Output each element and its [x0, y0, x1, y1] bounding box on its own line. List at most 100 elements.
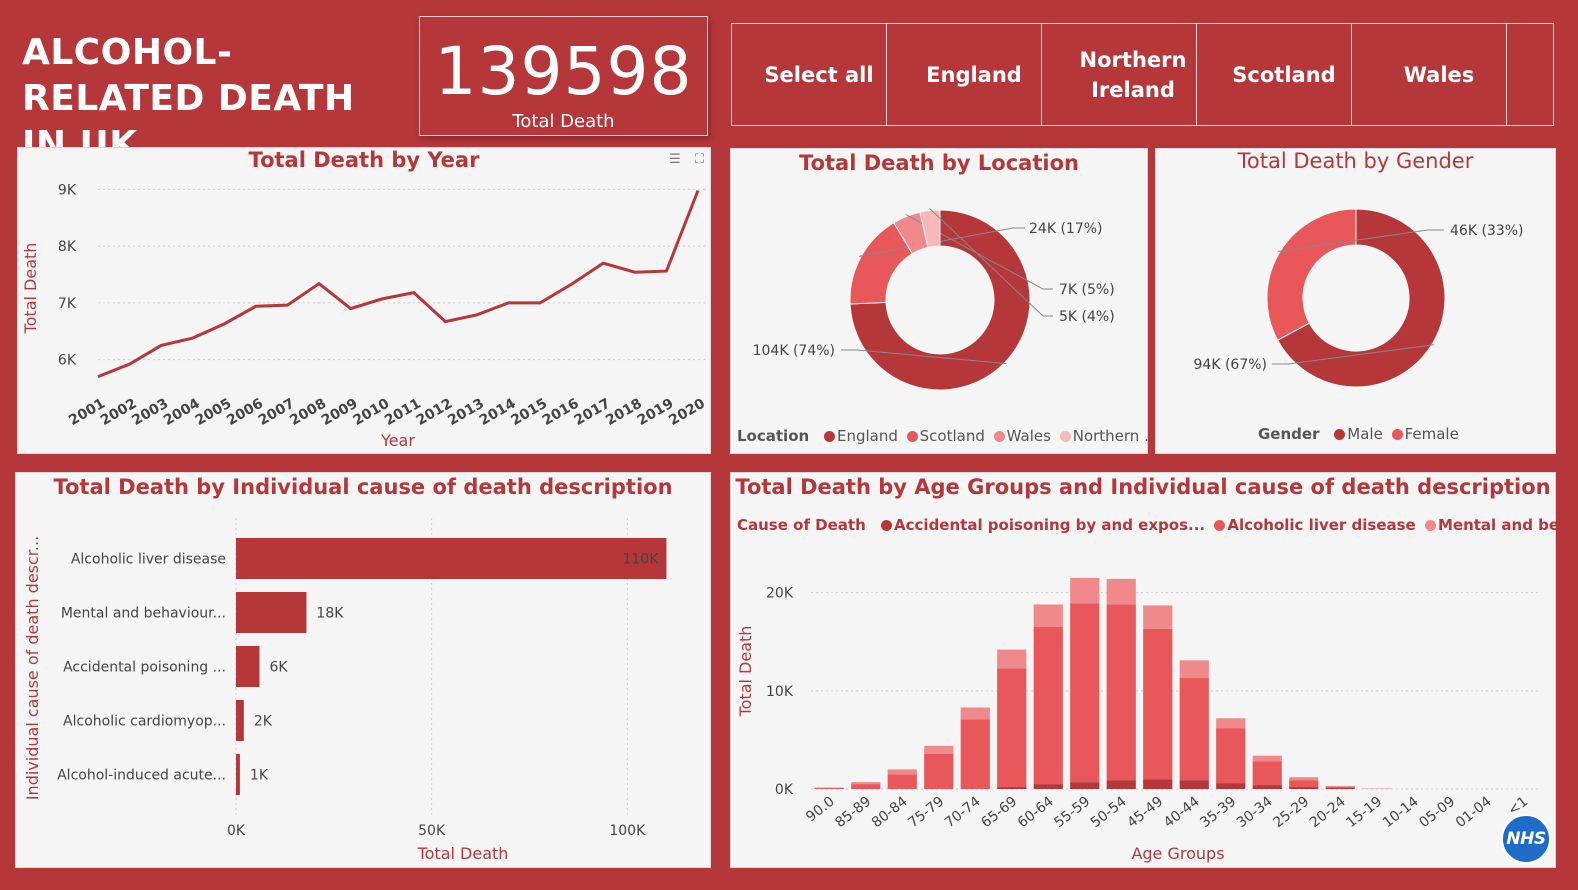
- y-tick-label: 0K: [775, 782, 794, 798]
- y-tick-label: 8K: [58, 239, 77, 255]
- y-axis-label: Total Death: [21, 243, 40, 335]
- bar-segment: [1033, 627, 1063, 785]
- kpi-card-total-death: 139598 Total Death: [419, 16, 708, 136]
- stacked-bar-chart-age: 0K 10K 20K 90.085-8980-8475-7970-7465-6960-…: [736, 577, 1541, 863]
- leader-line: [1272, 344, 1435, 365]
- y-tick-label: 20K: [766, 586, 794, 602]
- panel-death-by-age: Total Death by Age Groups and Individual…: [730, 472, 1578, 868]
- x-tick-label: 40-44: [1161, 793, 1203, 831]
- data-label: 46K (33%): [1450, 223, 1524, 239]
- bar-segment: [997, 787, 1027, 789]
- bar-segment: [1070, 577, 1100, 604]
- legend-item-northern-ireland[interactable]: Northern ...: [1072, 427, 1159, 445]
- x-tick-label: 70-74: [942, 793, 984, 831]
- bar-segment: [1070, 603, 1100, 783]
- y-tick-label: 6K: [58, 353, 77, 369]
- bar-segment: [851, 782, 881, 785]
- chart-title: Total Death by Age Groups and Individual…: [735, 475, 1551, 499]
- legend-item-mental[interactable]: Mental and behaviou...: [1437, 516, 1578, 534]
- panel-death-by-location: Total Death by Location 104K (74%) 24K (1…: [730, 148, 1158, 454]
- legend-title: Location: [737, 427, 810, 445]
- x-tick-label: 65-69: [978, 794, 1020, 832]
- data-label: 24K (17%): [1029, 221, 1103, 237]
- slicer-option-scotland[interactable]: Scotland: [1197, 24, 1352, 125]
- bar-segment: [1252, 755, 1282, 762]
- bar-segment: [1070, 782, 1100, 789]
- location-slicer: Select all England Northern Ireland Scot…: [731, 23, 1554, 126]
- x-axis-label: Total Death: [417, 844, 509, 863]
- x-tick-label: 05-09: [1416, 794, 1458, 832]
- legend-dot-northern-ireland: [1059, 431, 1071, 442]
- x-axis-label: Year: [380, 431, 415, 450]
- x-tick-label: 15-19: [1343, 794, 1385, 832]
- x-tick-label: 10-14: [1380, 793, 1422, 831]
- x-tick-label: 80-84: [869, 793, 911, 831]
- chart-title: Total Death by Individual cause of death…: [53, 475, 673, 499]
- legend-item-male[interactable]: Male: [1347, 425, 1383, 443]
- legend-dot-accidental: [881, 520, 893, 531]
- bar-segment: [1033, 604, 1063, 627]
- legend-item-wales[interactable]: Wales: [1006, 427, 1051, 445]
- legend-title: Cause of Death: [737, 516, 866, 534]
- slicer-option-northern-ireland[interactable]: Northern Ireland: [1042, 24, 1197, 125]
- panel-death-by-gender: Total Death by Gender 94K (67%) 46K (33%)…: [1155, 148, 1556, 454]
- bar-segment: [1143, 628, 1173, 780]
- legend-item-scotland[interactable]: Scotland: [919, 427, 985, 445]
- x-tick-label: 85-89: [832, 794, 874, 832]
- bar: [236, 700, 244, 741]
- chart-title: Total Death by Gender: [1237, 149, 1474, 173]
- data-label: 94K (67%): [1194, 357, 1268, 373]
- slicer-option-england[interactable]: England: [887, 24, 1042, 125]
- bar-segment: [1289, 787, 1319, 789]
- bar-segment: [1252, 785, 1282, 789]
- bar-segment: [997, 668, 1027, 788]
- slicer-option-select-all[interactable]: Select all: [732, 24, 887, 125]
- x-tick-label: 45-49: [1124, 794, 1166, 832]
- kpi-value: 139598: [434, 33, 693, 110]
- dashboard-title: ALCOHOL-RELATED DEATH IN UK: [22, 32, 355, 165]
- legend-dot-wales: [993, 431, 1005, 442]
- data-label: 110K: [623, 552, 660, 568]
- y-axis-label: Individual cause of death descr...: [23, 536, 42, 800]
- bar-segment: [924, 753, 954, 789]
- slicer-option-wales[interactable]: Wales: [1352, 24, 1507, 125]
- bar-segment: [1106, 604, 1136, 781]
- filter-icon[interactable]: ☰: [669, 152, 681, 167]
- bar: [236, 754, 240, 795]
- bar-segment: [1289, 777, 1319, 781]
- chart-title: Total Death by Location: [799, 151, 1079, 175]
- bar-segment: [1143, 779, 1173, 789]
- bar-segment: [1289, 780, 1319, 788]
- y-tick-label: 10K: [766, 684, 794, 700]
- donut-slice: [849, 209, 1031, 391]
- leader-line: [905, 214, 1053, 290]
- legend-item-accidental[interactable]: Accidental poisoning by and expos...: [894, 516, 1206, 534]
- bar-segment: [1143, 605, 1173, 629]
- x-tick-label: 30-34: [1234, 793, 1276, 831]
- data-label: 2K: [254, 714, 273, 730]
- nhs-logo-icon: NHS: [1501, 814, 1551, 864]
- bar-segment: [1216, 718, 1246, 729]
- legend-item-liver[interactable]: Alcoholic liver disease: [1227, 516, 1416, 534]
- y-tick-label: Alcoholic liver disease: [71, 552, 226, 568]
- bar-segment: [887, 769, 917, 775]
- bar-segment: [1033, 784, 1063, 789]
- x-tick-label: 75-79: [905, 794, 947, 832]
- leader-line: [929, 208, 1053, 317]
- data-label: 18K: [316, 606, 344, 622]
- focus-mode-icon[interactable]: ⛶: [694, 152, 704, 167]
- bar-segment: [960, 719, 990, 789]
- bar: [236, 592, 307, 633]
- legend-dot-england: [823, 431, 835, 442]
- legend-item-female[interactable]: Female: [1404, 425, 1459, 443]
- legend-location: Location England Scotland Wales Northern…: [737, 427, 1158, 445]
- x-tick-label: 20-24: [1307, 793, 1349, 831]
- data-label: 7K (5%): [1059, 282, 1115, 298]
- data-label: 6K: [269, 660, 288, 676]
- legend-item-england[interactable]: England: [836, 427, 898, 445]
- donut-chart-location: 104K (74%) 24K (17%) 7K (5%) 5K (4%): [753, 208, 1115, 391]
- x-tick-label: 0K: [227, 823, 246, 839]
- x-tick-label: 55-59: [1051, 794, 1093, 832]
- bar-segment: [887, 774, 917, 789]
- legend-title: Gender: [1258, 425, 1320, 443]
